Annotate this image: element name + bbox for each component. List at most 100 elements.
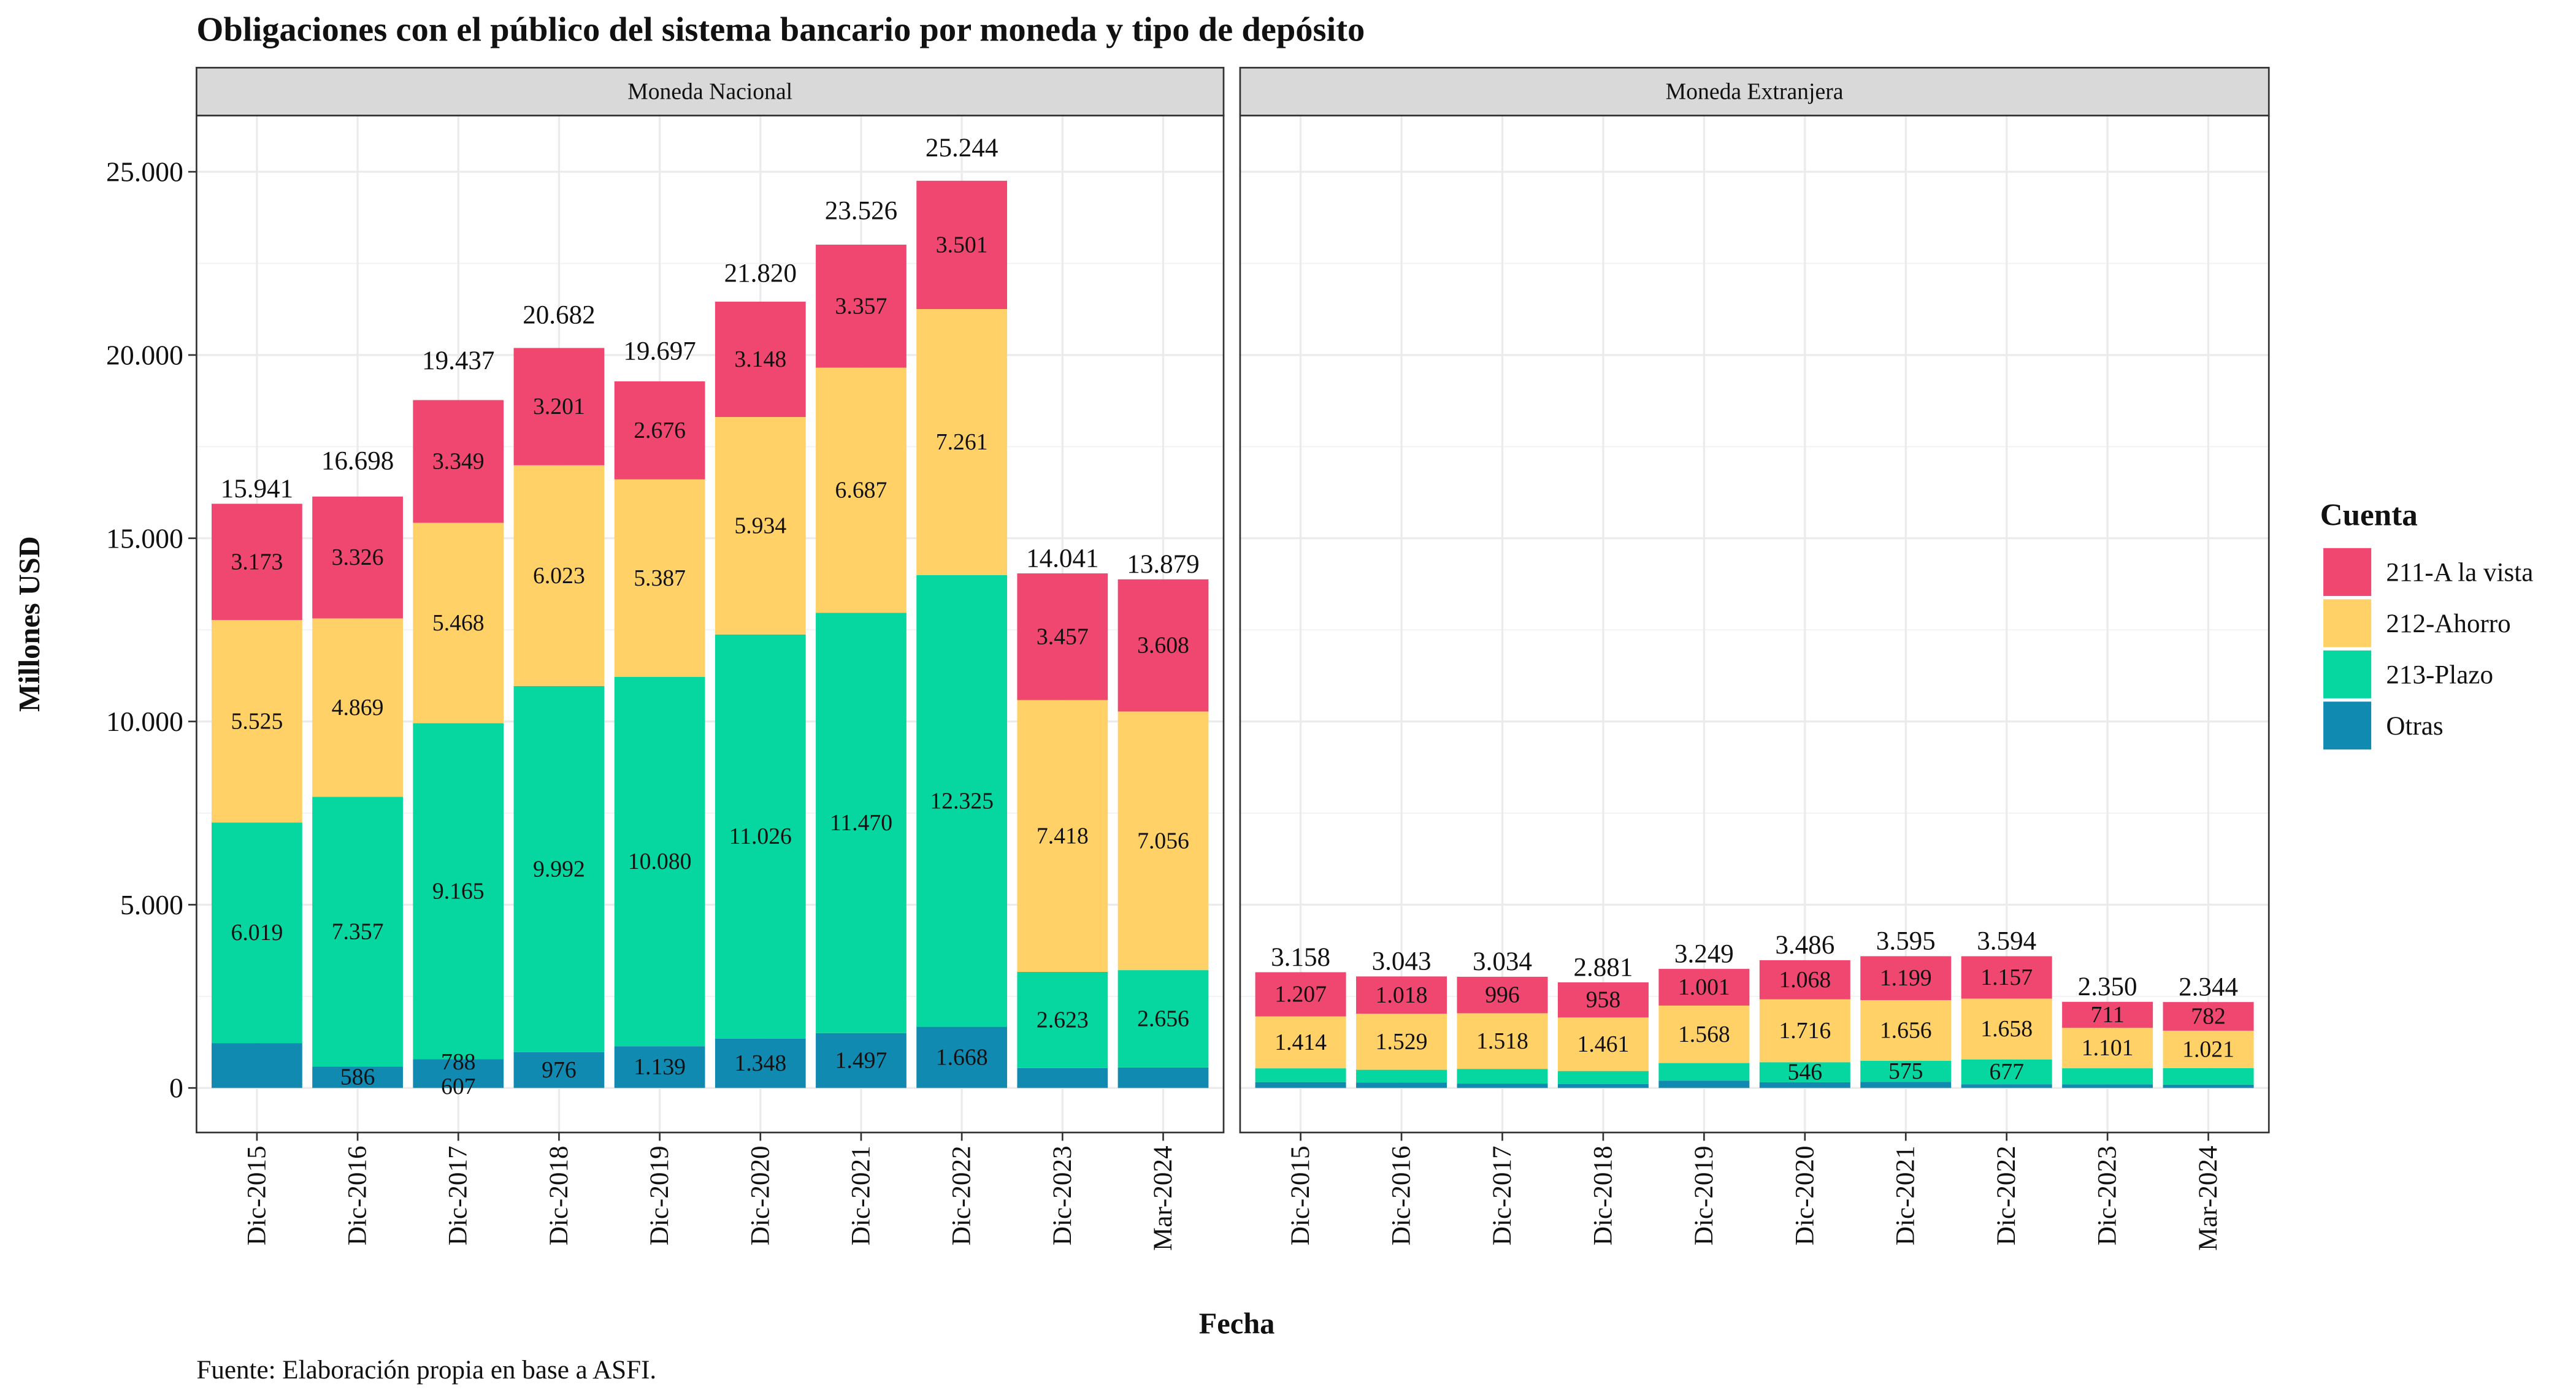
bar-segment [513,348,605,465]
value-label: 7.357 [332,919,384,944]
value-label: 1.199 [1880,965,1932,991]
value-label: 12.325 [930,788,994,814]
bar-segment [614,479,705,677]
x-tick-label: Dic-2018 [1589,1145,1617,1245]
bar-segment [916,1026,1008,1088]
bar-segment [1759,999,1850,1063]
value-label: 5.934 [734,513,786,538]
bar-segment [2163,1068,2254,1085]
x-tick-label: Dic-2018 [545,1145,573,1245]
legend-label: 212-Ahorro [2386,610,2510,638]
value-label: 1.658 [1980,1016,2033,1042]
total-label: 19.437 [422,346,494,375]
bar-segment [916,309,1008,575]
bar-segment [1961,956,2052,999]
x-tick-label: Dic-2022 [948,1145,976,1245]
x-tick-label: Mar-2024 [1149,1145,1178,1250]
total-label: 3.594 [1977,927,2036,956]
bar-segment [1860,1082,1952,1088]
total-label: 3.486 [1775,931,1834,960]
bar-segment [1255,972,1346,1017]
x-tick-label: Dic-2017 [444,1145,473,1245]
x-tick-label: Dic-2022 [1992,1145,2021,1245]
total-label: 2.344 [2179,973,2238,1001]
bar-segment [1961,1084,2052,1088]
value-label: 10.080 [628,849,692,874]
value-label: 3.326 [332,545,384,570]
bar-segment [1457,1069,1548,1084]
bar-segment [916,180,1008,310]
total-label: 13.879 [1127,550,1199,579]
bar-segment [1860,1061,1952,1082]
bar-segment [513,686,605,1052]
caption: Fuente: Elaboración propia en base a ASF… [196,1356,656,1385]
value-label: 546 [1788,1060,1823,1085]
bar-segment [1961,998,2052,1060]
value-label: 11.026 [729,824,792,849]
bar-segment [1860,956,1952,1001]
value-label: 7.056 [1137,828,1189,854]
bar-segment [715,1038,806,1088]
y-tick-label: 20.000 [106,339,183,370]
bar-segment [1117,1067,1209,1088]
value-label: 9.992 [533,856,585,882]
bar-segment [2062,1084,2153,1088]
x-tick-label: Dic-2021 [846,1145,875,1245]
value-label: 3.173 [231,549,283,575]
value-label: 9.165 [432,878,485,904]
total-label: 3.034 [1473,947,1532,976]
bar-segment [1557,1071,1649,1084]
panel [1240,115,2269,1133]
bar-segment [1658,969,1750,1006]
bar-segment [1759,1082,1850,1088]
total-label: 25.244 [926,134,998,162]
x-tick-label: Dic-2023 [2093,1145,2122,1245]
bar-segment [212,822,302,1044]
legend-key [2323,650,2372,698]
bar-segment [1255,1016,1346,1069]
bar-segment [413,400,504,523]
bar-segment [715,301,806,418]
value-label: 996 [1485,982,1520,1008]
x-tick-label: Dic-2017 [1488,1145,1517,1245]
value-label: 1.018 [1376,982,1428,1008]
value-label: 1.101 [2082,1035,2134,1061]
bar-segment [312,797,403,1067]
x-tick-label: Dic-2020 [746,1145,775,1245]
value-label: 2.623 [1037,1007,1089,1033]
value-label: 788 [441,1049,476,1075]
strip-label: Moneda Nacional [627,78,792,104]
x-tick-label: Dic-2020 [1790,1145,1819,1245]
bar-segment [1017,573,1108,700]
value-label: 5.468 [432,610,485,636]
total-label: 2.881 [1573,953,1633,982]
bar-segment [614,676,705,1047]
y-tick-label: 25.000 [106,156,183,188]
x-tick-label: Dic-2015 [242,1145,271,1245]
x-tick-label: Dic-2021 [1892,1145,1920,1245]
total-label: 21.820 [724,259,797,288]
bar-segment [1255,1082,1346,1088]
total-label: 2.350 [2078,973,2137,1001]
x-tick-label: Dic-2019 [645,1145,674,1245]
total-label: 14.041 [1026,544,1098,573]
bar-segment [1658,1080,1750,1088]
bar-segment [413,522,504,724]
value-label: 4.869 [332,695,384,720]
bar-segment [1255,1068,1346,1082]
value-label: 1.529 [1376,1029,1428,1055]
bar-segment [614,381,705,480]
bar-segment [2062,1001,2153,1028]
total-label: 3.249 [1674,939,1734,968]
value-label: 3.457 [1037,624,1089,649]
bar-segment [1860,1000,1952,1061]
value-label: 976 [542,1057,577,1083]
x-tick-label: Dic-2015 [1286,1145,1315,1245]
value-label: 711 [2091,1002,2125,1028]
x-tick-label: Dic-2016 [1387,1145,1416,1245]
bar-segment [816,1033,907,1088]
bar-segment [1356,976,1447,1014]
value-label: 2.676 [634,418,686,443]
x-tick-label: Dic-2023 [1048,1145,1077,1245]
bar-segment [1557,982,1649,1018]
